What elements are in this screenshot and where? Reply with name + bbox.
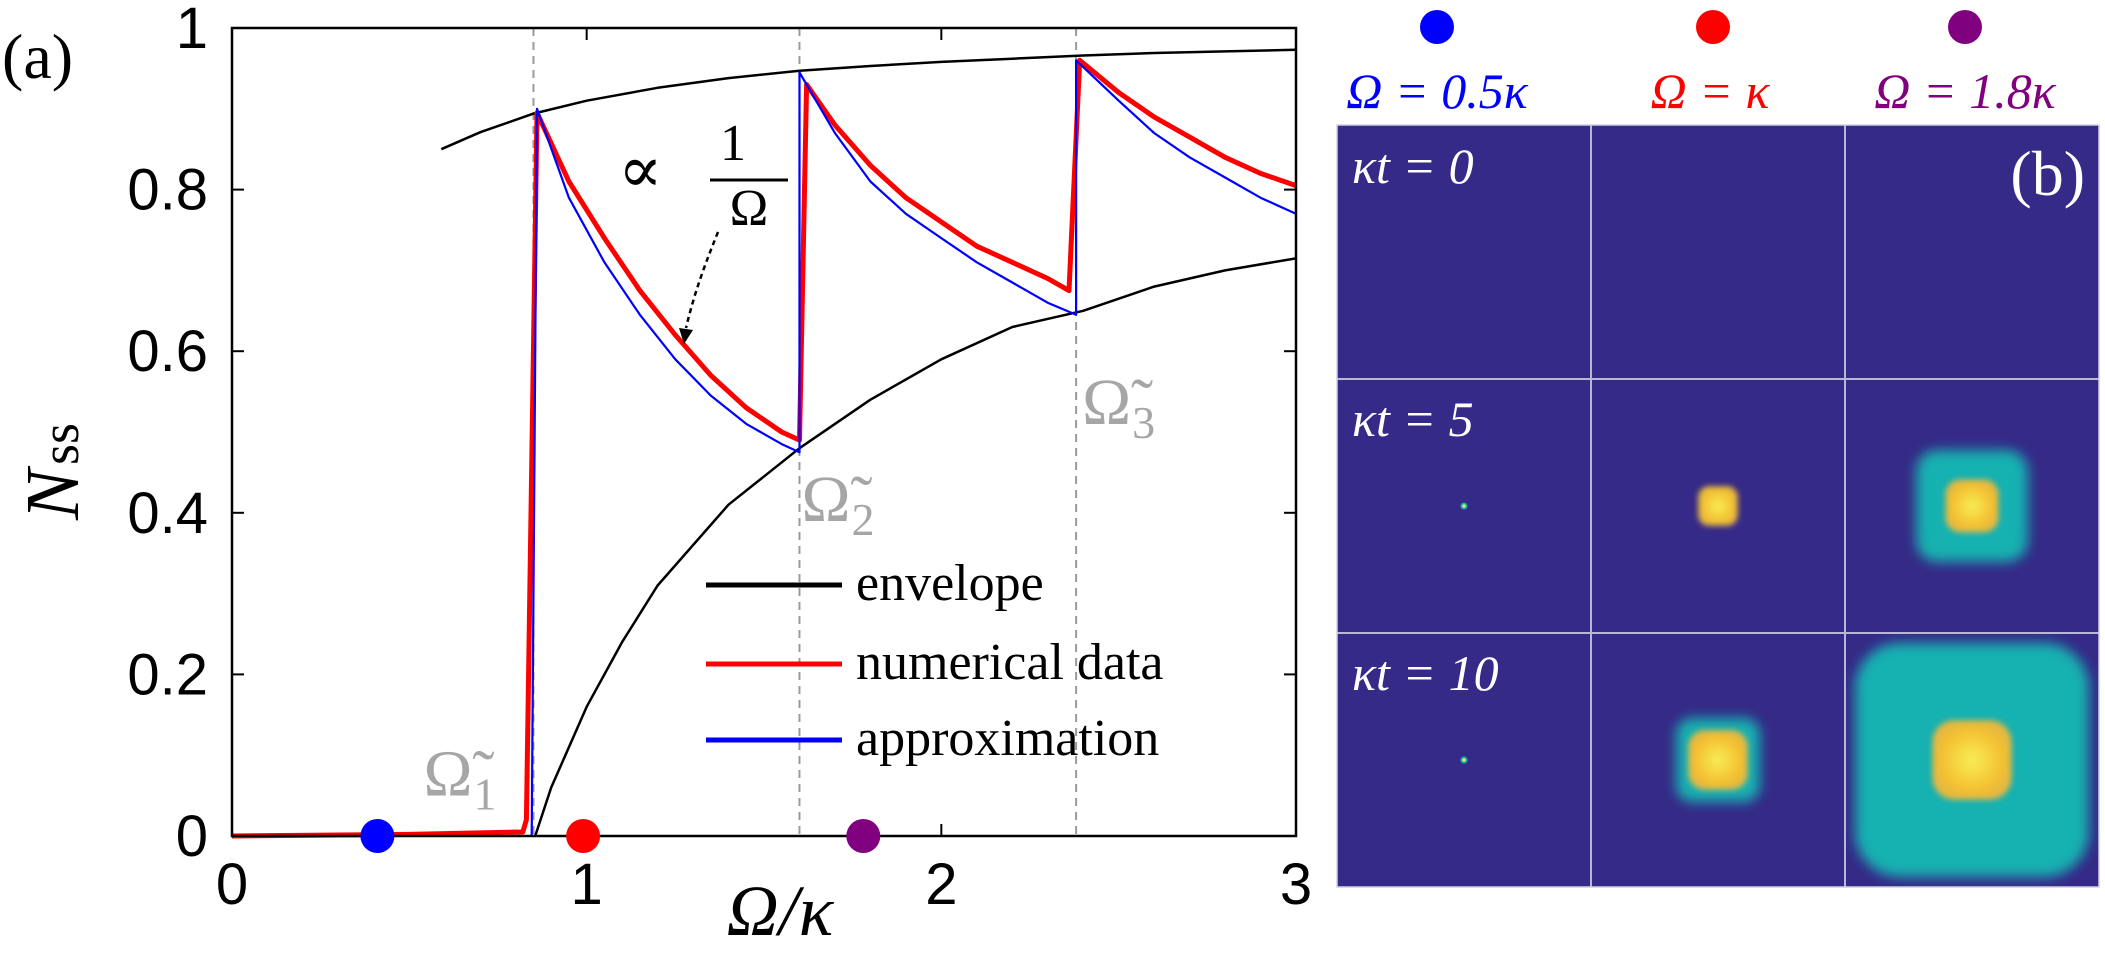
column-dot-2: [1696, 10, 1730, 44]
column-header-2: Ω = κ: [1651, 63, 1771, 119]
row-label-2: κt = 5: [1352, 391, 1474, 447]
annotation-arrow: [684, 231, 720, 329]
legend-label-approximation: approximation: [856, 710, 1159, 767]
y-tick-label: 0.4: [127, 481, 208, 546]
panel-b-heatmap-grid: Ω = 0.5κ Ω = κ Ω = 1.8κ κt = 0 κt = 5 κt…: [1336, 10, 2100, 888]
plot-frame: [230, 26, 1298, 838]
column-header-1: Ω = 0.5κ: [1346, 63, 1528, 119]
y-tick-label: 0.6: [127, 319, 208, 384]
threshold-label-sub-3: 3: [1132, 397, 1155, 448]
y-axis-title-main: N: [11, 465, 95, 521]
x-axis-markers: [360, 819, 881, 853]
plot-axes: [230, 26, 1298, 838]
x-axis-title: Ω/κ: [727, 871, 835, 951]
y-tick-label: 0.2: [127, 642, 208, 707]
x-axis-marker-3: [846, 819, 881, 853]
column-headers: Ω = 0.5κ Ω = κ Ω = 1.8κ: [1346, 63, 2056, 119]
heatmap-frame: [1336, 124, 2100, 888]
x-axis-marker-1: [360, 819, 395, 853]
row-labels: κt = 0 κt = 5 κt = 10: [1352, 138, 1499, 701]
legend-label-numerical-data: numerical data: [856, 634, 1164, 691]
series-numerical-data-line-1: [232, 57, 1296, 839]
heatmap-grid: [1336, 124, 2100, 888]
column-dot-1: [1420, 10, 1454, 44]
heatmap-inner-blob: [1945, 479, 1999, 533]
fraction-numerator: 1: [720, 115, 746, 172]
column-dot-3: [1948, 10, 1982, 44]
heatmap-inner-blob: [1698, 486, 1738, 526]
heatmap-inner-blob: [1688, 730, 1748, 790]
heatmap-inner-blob: [1932, 720, 2012, 800]
x-tick-label: 2: [925, 852, 957, 917]
plot-curves: [232, 48, 1296, 839]
x-axis-marker-2: [566, 819, 601, 853]
y-tick-label: 0: [176, 804, 208, 869]
threshold-label-sub-1: 1: [473, 769, 496, 820]
heatmap-dot-core: [1462, 758, 1466, 762]
series-approximation-line-1: [530, 59, 1296, 837]
x-tick-label: 1: [571, 852, 603, 917]
series-envelope-line-1: [440, 48, 1296, 151]
y-axis-title-sub: ss: [30, 423, 90, 465]
x-tick-label: 0: [216, 852, 248, 917]
series-envelope-line-2: [534, 257, 1296, 837]
row-label-3: κt = 10: [1352, 645, 1499, 701]
row-label-1: κt = 0: [1352, 138, 1474, 194]
column-header-3: Ω = 1.8κ: [1874, 63, 2056, 119]
legend-label-envelope: envelope: [856, 555, 1044, 612]
annotation-arrowhead: [679, 328, 693, 344]
legend: envelope numerical data approximation: [706, 555, 1164, 767]
panel-a-line-chart: (a) 0 1 2 300.20.40.60.81 Ω̃ 1Ω̃ 2Ω̃ 3 ∝ 1 Ω N…: [2, 0, 1312, 951]
proportional-annotation: ∝ 1 Ω: [618, 115, 788, 344]
tick-labels: 0 1 2 3 0 0.2 0.4 0.6 0.8 1: [127, 0, 1312, 917]
proportional-symbol: ∝: [618, 134, 663, 207]
heatmap-dot-core: [1462, 504, 1466, 508]
threshold-label-sub-2: 2: [851, 494, 874, 545]
y-tick-label: 1: [176, 0, 208, 61]
panel-a-label: (a): [2, 21, 73, 92]
y-axis-title: N ss: [11, 423, 95, 521]
x-tick-label: 3: [1280, 852, 1312, 917]
fraction-denominator: Ω: [730, 180, 769, 237]
y-tick-label: 0.8: [127, 158, 208, 223]
column-color-dots: [1420, 10, 1982, 44]
panel-b-label: (b): [2010, 138, 2085, 209]
